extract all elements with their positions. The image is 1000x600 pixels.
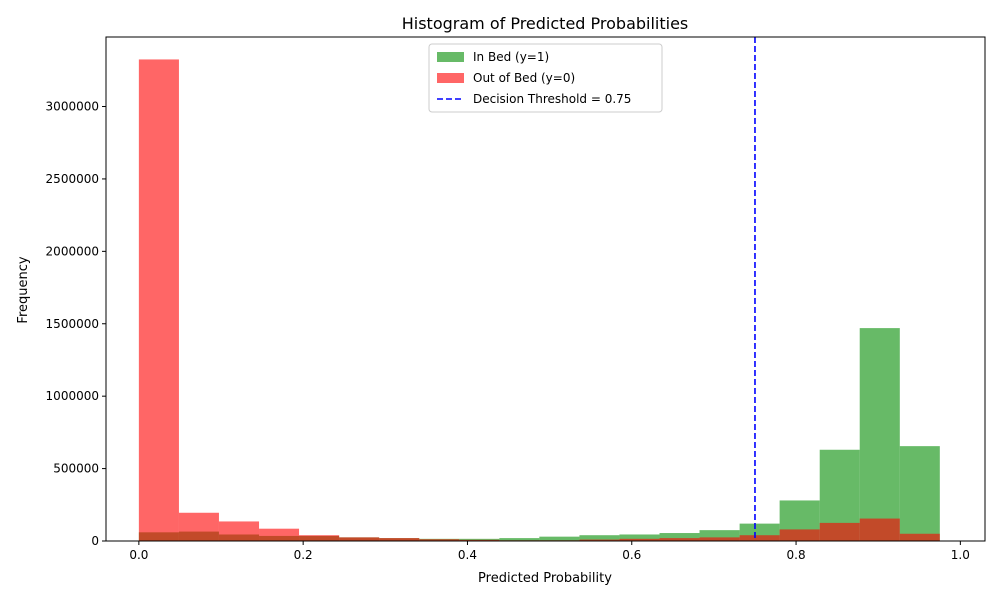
bar-out-of-bed-15 <box>739 535 780 541</box>
y-axis-label: Frequency <box>16 256 31 323</box>
x-tick-label: 0.4 <box>458 548 477 562</box>
series-1 <box>138 59 940 542</box>
bar-out-of-bed-3 <box>259 528 300 541</box>
bar-in-bed-9 <box>499 538 540 541</box>
bar-out-of-bed-12 <box>619 538 660 541</box>
legend-label: In Bed (y=1) <box>473 50 549 64</box>
bar-in-bed-11 <box>579 535 620 541</box>
y-tick-label: 1000000 <box>46 389 99 403</box>
y-tick-label: 0 <box>91 534 99 548</box>
bar-out-of-bed-19 <box>899 533 940 541</box>
bar-out-of-bed-6 <box>379 538 420 541</box>
x-tick-label: 0.6 <box>622 548 641 562</box>
bar-in-bed-19 <box>899 446 940 541</box>
series-0 <box>138 328 940 541</box>
y-tick-label: 2000000 <box>46 244 99 258</box>
axes-frame <box>105 36 986 542</box>
y-tick-label: 1500000 <box>46 317 99 331</box>
bar-out-of-bed-7 <box>419 539 460 541</box>
bar-out-of-bed-4 <box>299 535 340 541</box>
x-tick-label: 1.0 <box>951 548 970 562</box>
bar-in-bed-13 <box>659 533 700 541</box>
bar-out-of-bed-13 <box>659 538 700 541</box>
bar-in-bed-14 <box>699 530 740 541</box>
chart-title: Histogram of Predicted Probabilities <box>402 14 689 33</box>
plot-area <box>138 37 940 542</box>
legend-swatch <box>437 73 464 83</box>
bar-in-bed-10 <box>539 536 580 541</box>
x-axis-label: Predicted Probability <box>478 571 612 586</box>
y-tick-label: 2500000 <box>46 172 99 186</box>
legend-box <box>428 43 663 113</box>
legend-label: Out of Bed (y=0) <box>473 71 575 85</box>
bar-in-bed-12 <box>619 534 660 541</box>
bar-out-of-bed-5 <box>339 537 380 541</box>
legend-label: Decision Threshold = 0.75 <box>473 92 631 106</box>
x-tick-label: 0.0 <box>129 548 148 562</box>
bar-out-of-bed-14 <box>699 537 740 541</box>
bar-out-of-bed-8 <box>459 539 500 541</box>
bar-out-of-bed-16 <box>779 529 820 541</box>
bar-out-of-bed-1 <box>178 512 219 541</box>
y-tick-label: 3000000 <box>46 100 99 114</box>
bar-in-bed-18 <box>859 328 900 541</box>
bar-out-of-bed-2 <box>218 521 260 541</box>
legend-swatch <box>437 52 464 62</box>
bar-out-of-bed-0 <box>138 59 179 542</box>
legend: In Bed (y=1) Out of Bed (y=0) Decision Thr… <box>428 43 663 113</box>
bar-out-of-bed-17 <box>819 522 860 541</box>
bar-out-of-bed-11 <box>579 539 620 541</box>
y-tick-label: 500000 <box>53 462 99 476</box>
axes: 0.0 0.2 0.4 0.6 0.8 1.0 0 500000 1000000 1500000 2… <box>46 36 986 562</box>
x-tick-label: 0.2 <box>294 548 313 562</box>
bar-out-of-bed-18 <box>859 518 900 541</box>
x-tick-label: 0.8 <box>787 548 806 562</box>
